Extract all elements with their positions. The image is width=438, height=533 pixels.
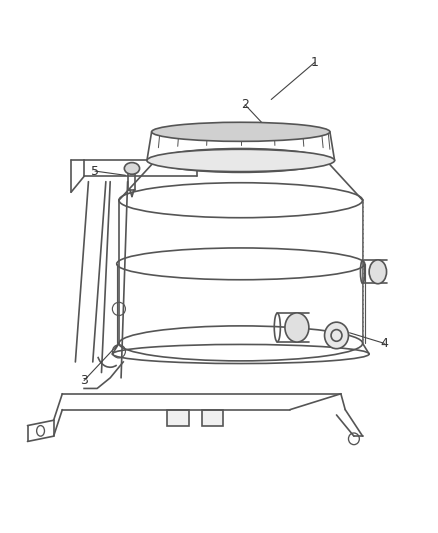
Text: 1: 1 xyxy=(311,56,319,69)
Ellipse shape xyxy=(147,149,335,172)
Ellipse shape xyxy=(124,163,140,174)
Text: 2: 2 xyxy=(241,98,249,111)
Text: 4: 4 xyxy=(381,337,389,350)
FancyBboxPatch shape xyxy=(201,410,223,425)
Ellipse shape xyxy=(325,322,349,349)
FancyBboxPatch shape xyxy=(167,410,188,425)
Ellipse shape xyxy=(152,122,330,141)
Ellipse shape xyxy=(369,260,387,284)
Text: 5: 5 xyxy=(91,165,99,177)
Text: 3: 3 xyxy=(80,374,88,387)
Ellipse shape xyxy=(285,313,309,342)
